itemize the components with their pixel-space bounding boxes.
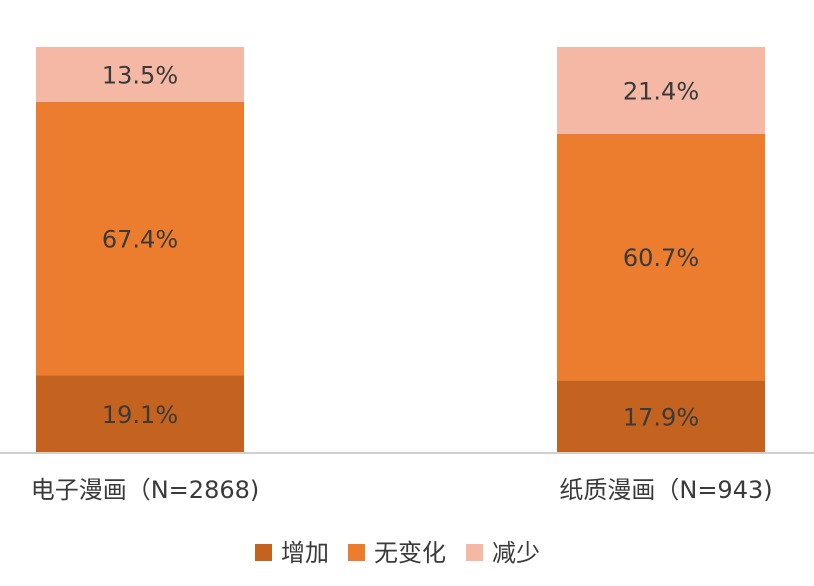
value-label: 17.9% [623,404,699,432]
x-tick-label: 电子漫画（N=2868) [31,476,260,504]
value-label: 21.4% [623,77,699,105]
value-label: 67.4% [102,226,178,254]
x-tick-label: 纸质漫画（N=943) [559,476,772,504]
bar-segment [557,47,765,134]
bar-segment [36,375,244,453]
legend-label: 减少 [492,539,540,567]
bar-segment [36,101,244,376]
value-label: 19.1% [102,401,178,429]
legend-swatch [348,544,365,561]
value-label: 13.5% [102,61,178,89]
value-label: 60.7% [623,244,699,272]
bar-segment [557,133,765,381]
bar-segment [36,47,244,102]
legend-swatch [466,544,483,561]
legend-label: 增加 [281,539,329,567]
bar-segment [557,380,765,453]
legend-label: 无变化 [374,539,446,567]
legend-swatch [255,544,272,561]
